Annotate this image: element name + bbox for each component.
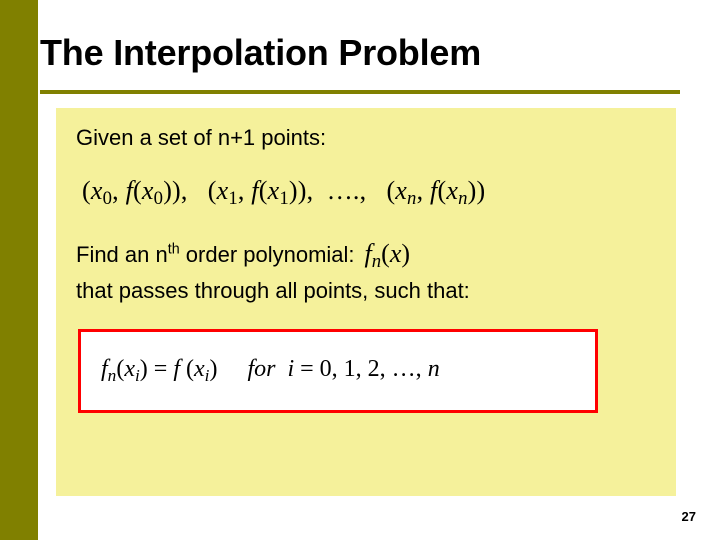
page-number: 27: [682, 509, 696, 524]
slide-title: The Interpolation Problem: [40, 32, 481, 74]
find-suffix: order polynomial:: [180, 242, 355, 267]
that-line: that passes through all points, such tha…: [76, 277, 656, 305]
content-box: Given a set of n+1 points: (x0, f(x0)), …: [56, 108, 676, 496]
find-prefix: Find an n: [76, 242, 168, 267]
equation-box: fn(xi) = f (xi) for i = 0, 1, 2, …, n: [78, 329, 598, 413]
slide: The Interpolation Problem Given a set of…: [0, 0, 720, 540]
find-text: Find an nth order polynomial:: [76, 241, 355, 269]
polynomial-symbol: fn(x): [365, 238, 410, 274]
equation-text: fn(xi) = f (xi) for i = 0, 1, 2, …, n: [101, 356, 440, 386]
find-sup: th: [168, 241, 180, 257]
sidebar-accent: [0, 0, 38, 540]
points-expression: (x0, f(x0)), (x1, f(x1)), …., (xn, f(xn)…: [82, 176, 656, 210]
title-underline: [40, 90, 680, 94]
given-line: Given a set of n+1 points:: [76, 124, 656, 152]
find-line: Find an nth order polynomial: fn(x): [76, 238, 656, 274]
